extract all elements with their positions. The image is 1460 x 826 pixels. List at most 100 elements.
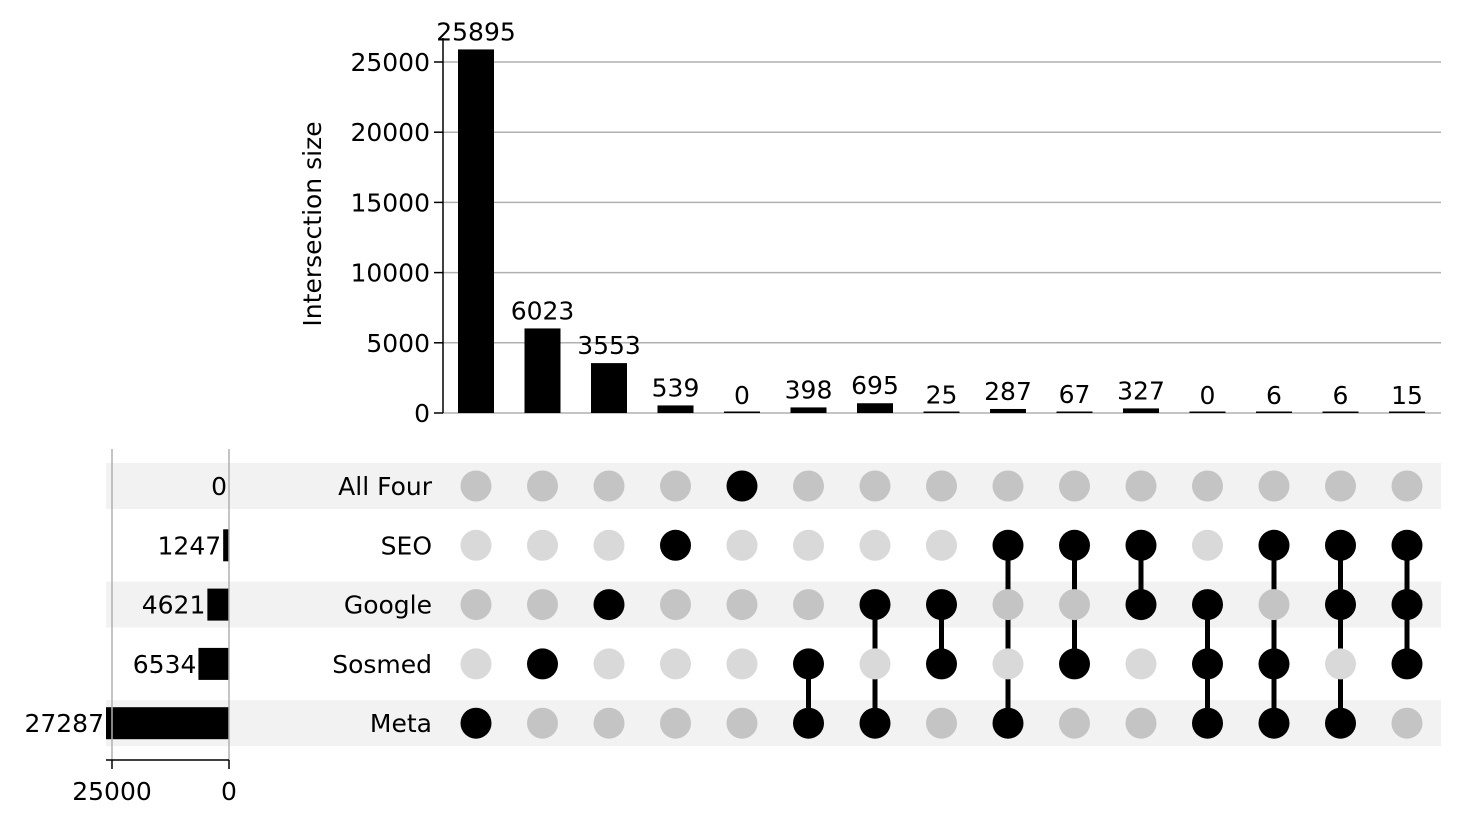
bar-value-label: 287 xyxy=(984,377,1032,406)
membership-dot-inactive xyxy=(726,707,758,739)
membership-dot-active xyxy=(859,589,891,621)
set-size-value-label: 27287 xyxy=(24,709,104,738)
intersection-bar xyxy=(923,411,960,413)
membership-matrix xyxy=(460,470,1423,739)
membership-dot-inactive xyxy=(793,589,824,621)
membership-dot-inactive xyxy=(1059,707,1090,739)
intersection-bar xyxy=(591,363,627,413)
membership-dot-inactive xyxy=(926,529,957,561)
bar-value-label: 25895 xyxy=(436,17,516,46)
set-label: Meta xyxy=(370,709,432,738)
bar-value-label: 695 xyxy=(851,371,899,400)
y-tick-label: 15000 xyxy=(350,188,430,217)
set-size-bar xyxy=(223,529,229,562)
set-row-bands xyxy=(106,463,1441,747)
bar-value-label: 6023 xyxy=(511,296,575,325)
set-label: Google xyxy=(344,591,432,620)
intersection-bar xyxy=(458,49,494,413)
y-axis: 0 5000 10000 15000 20000 25000 xyxy=(350,38,444,428)
bar-value-label: 25 xyxy=(926,381,958,410)
set-size-chart: 0 1247 4621 6534 27287 25000 0 xyxy=(24,449,237,806)
membership-dot-active xyxy=(992,707,1024,739)
bar-value-label: 6 xyxy=(1266,381,1282,410)
intersection-bar xyxy=(1256,411,1292,413)
set-size-value-label: 0 xyxy=(211,472,227,501)
membership-dot-active xyxy=(1192,589,1223,621)
membership-dot-inactive xyxy=(1059,589,1090,621)
membership-dot-inactive xyxy=(1059,470,1090,502)
bar-value-label: 0 xyxy=(734,381,750,410)
membership-dot-inactive xyxy=(859,648,891,680)
intersection-bar xyxy=(857,403,893,413)
membership-dot-inactive xyxy=(1391,707,1423,739)
membership-dot-inactive xyxy=(926,470,957,502)
y-tick-label: 5000 xyxy=(366,329,430,358)
set-size-bar xyxy=(106,707,229,740)
membership-dot-active xyxy=(726,470,758,502)
set-size-value-label: 4621 xyxy=(142,591,206,620)
set-label: SEO xyxy=(381,531,432,560)
membership-dot-inactive xyxy=(593,470,625,502)
bar-value-label: 6 xyxy=(1333,381,1349,410)
membership-dot-inactive xyxy=(527,707,558,739)
membership-dot-active xyxy=(926,648,957,680)
set-labels: All Four SEO Google Sosmed Meta xyxy=(332,472,433,738)
y-axis-label: Intersection size xyxy=(298,121,327,326)
membership-dot-inactive xyxy=(926,707,957,739)
membership-dot-active xyxy=(1258,707,1290,739)
membership-dot-active xyxy=(1258,648,1290,680)
bar-value-label: 539 xyxy=(652,373,700,402)
membership-dot-active xyxy=(460,707,492,739)
set-size-tick-label: 0 xyxy=(221,777,237,806)
y-tick-label: 20000 xyxy=(350,118,430,147)
membership-dot-inactive xyxy=(460,648,492,680)
membership-dot-inactive xyxy=(660,589,691,621)
bar-value-label: 3553 xyxy=(577,331,641,360)
bar-value-label: 327 xyxy=(1117,376,1165,405)
set-size-tick-label: 25000 xyxy=(72,777,152,806)
membership-dot-inactive xyxy=(726,648,758,680)
bar-value-label: 0 xyxy=(1200,381,1216,410)
membership-dot-active xyxy=(1391,589,1423,621)
membership-dot-inactive xyxy=(1325,470,1356,502)
set-size-value-label: 6534 xyxy=(133,650,197,679)
membership-dot-inactive xyxy=(992,589,1024,621)
membership-dot-active xyxy=(1391,529,1423,561)
bar-value-label: 398 xyxy=(785,375,833,404)
membership-dot-active xyxy=(793,707,824,739)
membership-dot-active xyxy=(992,529,1024,561)
intersection-bar xyxy=(724,411,760,413)
intersection-bar xyxy=(1123,408,1159,413)
membership-dot-inactive xyxy=(460,529,492,561)
membership-dot-active xyxy=(926,589,957,621)
intersection-bar xyxy=(1389,411,1425,413)
membership-dot-active xyxy=(1258,529,1290,561)
membership-dot-active xyxy=(1325,589,1356,621)
membership-dot-inactive xyxy=(593,529,625,561)
membership-dot-inactive xyxy=(1125,707,1157,739)
membership-dot-inactive xyxy=(859,470,891,502)
membership-dot-inactive xyxy=(992,648,1024,680)
intersection-bar xyxy=(1322,411,1359,413)
y-tick-label: 25000 xyxy=(350,48,430,77)
membership-dot-active xyxy=(859,707,891,739)
membership-dot-inactive xyxy=(527,529,558,561)
y-tick-label: 0 xyxy=(414,399,430,428)
membership-dot-inactive xyxy=(1325,648,1356,680)
bar-value-label: 67 xyxy=(1059,380,1091,409)
membership-dot-inactive xyxy=(460,470,492,502)
membership-dot-active xyxy=(593,589,625,621)
membership-dot-active xyxy=(1192,707,1223,739)
intersection-bar xyxy=(524,328,561,413)
membership-dot-inactive xyxy=(1192,529,1223,561)
set-size-value-label: 1247 xyxy=(158,531,222,560)
membership-dot-inactive xyxy=(859,529,891,561)
membership-dot-inactive xyxy=(660,707,691,739)
bar-value-label: 15 xyxy=(1391,381,1423,410)
set-label: Sosmed xyxy=(332,650,432,679)
membership-dot-inactive xyxy=(1125,470,1157,502)
membership-dot-inactive xyxy=(527,470,558,502)
membership-dot-inactive xyxy=(726,529,758,561)
